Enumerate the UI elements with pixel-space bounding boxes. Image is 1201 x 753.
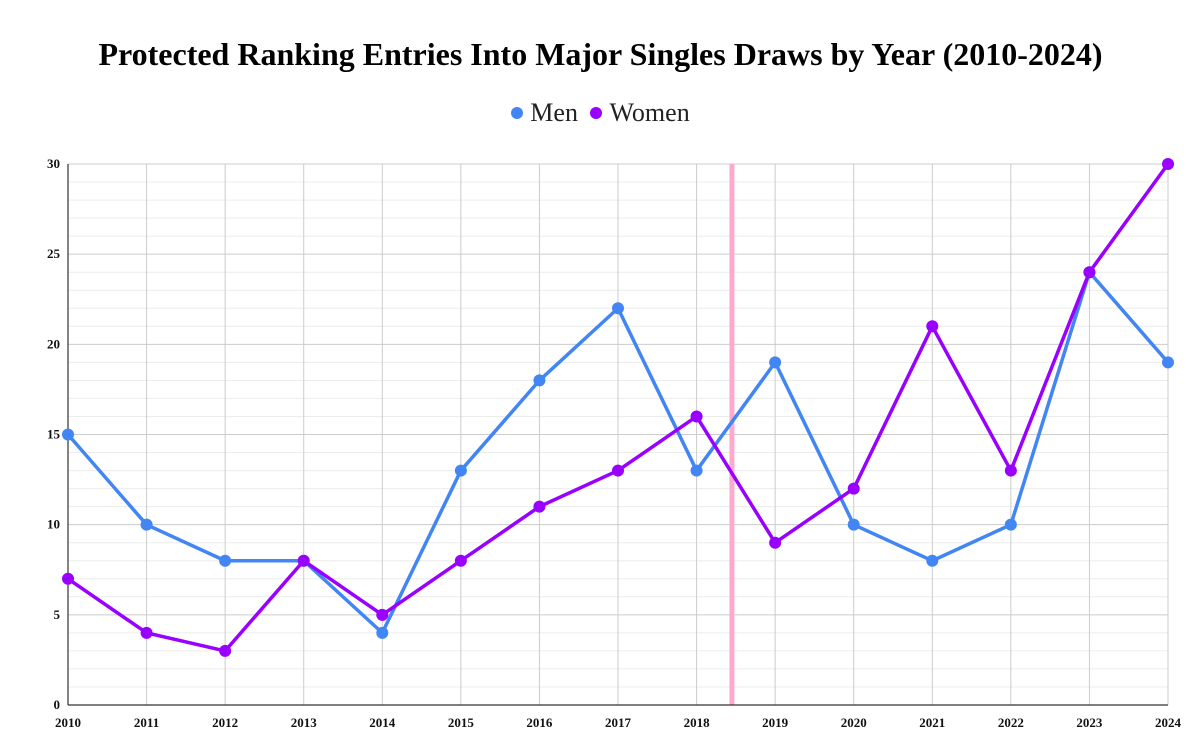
legend-item-men[interactable]: Men bbox=[511, 98, 578, 128]
legend-marker-men-icon bbox=[511, 107, 524, 120]
data-point-men bbox=[376, 626, 389, 639]
legend-marker-women-icon bbox=[590, 107, 603, 120]
y-tick-label: 30 bbox=[47, 156, 60, 171]
data-point-women bbox=[62, 572, 74, 585]
legend: Men Women bbox=[0, 98, 1201, 128]
legend-item-women[interactable]: Women bbox=[590, 98, 690, 128]
y-tick-label: 15 bbox=[47, 427, 61, 442]
data-point-women bbox=[1004, 464, 1017, 477]
data-point-men bbox=[926, 554, 939, 567]
data-point-women bbox=[612, 464, 624, 477]
data-point-men bbox=[612, 302, 624, 315]
data-point-women bbox=[219, 644, 232, 657]
data-point-women bbox=[847, 482, 860, 495]
legend-label-women: Women bbox=[609, 98, 690, 127]
data-point-women bbox=[376, 608, 389, 621]
data-point-women bbox=[1083, 266, 1096, 279]
x-tick-label: 2014 bbox=[369, 715, 396, 730]
data-point-women bbox=[926, 320, 939, 333]
y-tick-label: 5 bbox=[54, 607, 61, 622]
data-point-men bbox=[140, 518, 153, 531]
data-point-men bbox=[454, 464, 467, 477]
y-tick-label: 0 bbox=[54, 697, 61, 712]
x-tick-label: 2011 bbox=[134, 715, 159, 730]
x-tick-label: 2024 bbox=[1155, 715, 1182, 730]
chart-title: Protected Ranking Entries Into Major Sin… bbox=[98, 36, 1103, 72]
data-point-men bbox=[1162, 356, 1174, 369]
data-point-men bbox=[690, 464, 703, 477]
y-tick-label: 25 bbox=[47, 246, 61, 261]
x-tick-label: 2022 bbox=[998, 715, 1024, 730]
series-points bbox=[62, 158, 1174, 657]
y-tick-label: 20 bbox=[47, 336, 60, 351]
x-tick-label: 2013 bbox=[291, 715, 318, 730]
x-tick-label: 2020 bbox=[841, 715, 867, 730]
data-point-women bbox=[690, 410, 703, 423]
tick-labels: 0 5 10 15 20 25 30 2010 2011 2012 2013 2014 2015 2016… bbox=[47, 156, 1182, 730]
data-point-women bbox=[297, 554, 310, 567]
data-point-women bbox=[769, 536, 782, 549]
data-point-men bbox=[847, 518, 860, 531]
legend-label-men: Men bbox=[530, 98, 578, 127]
y-tick-label: 10 bbox=[47, 517, 60, 532]
x-tick-label: 2019 bbox=[762, 715, 789, 730]
data-point-women bbox=[454, 554, 467, 567]
x-tick-label: 2017 bbox=[605, 715, 632, 730]
data-point-men bbox=[219, 554, 232, 567]
x-tick-label: 2016 bbox=[526, 715, 553, 730]
major-gridlines bbox=[68, 163, 1169, 705]
x-tick-label: 2010 bbox=[55, 715, 81, 730]
data-point-men bbox=[1004, 518, 1017, 531]
data-point-women bbox=[1162, 158, 1174, 170]
x-tick-label: 2021 bbox=[919, 715, 945, 730]
x-tick-label: 2012 bbox=[212, 715, 238, 730]
data-point-men bbox=[62, 428, 74, 441]
x-tick-label: 2018 bbox=[684, 715, 711, 730]
data-point-men bbox=[533, 374, 546, 387]
data-point-women bbox=[533, 500, 546, 513]
data-point-women bbox=[140, 626, 153, 639]
data-point-men bbox=[769, 356, 782, 369]
x-tick-label: 2023 bbox=[1076, 715, 1103, 730]
x-tick-label: 2015 bbox=[448, 715, 475, 730]
